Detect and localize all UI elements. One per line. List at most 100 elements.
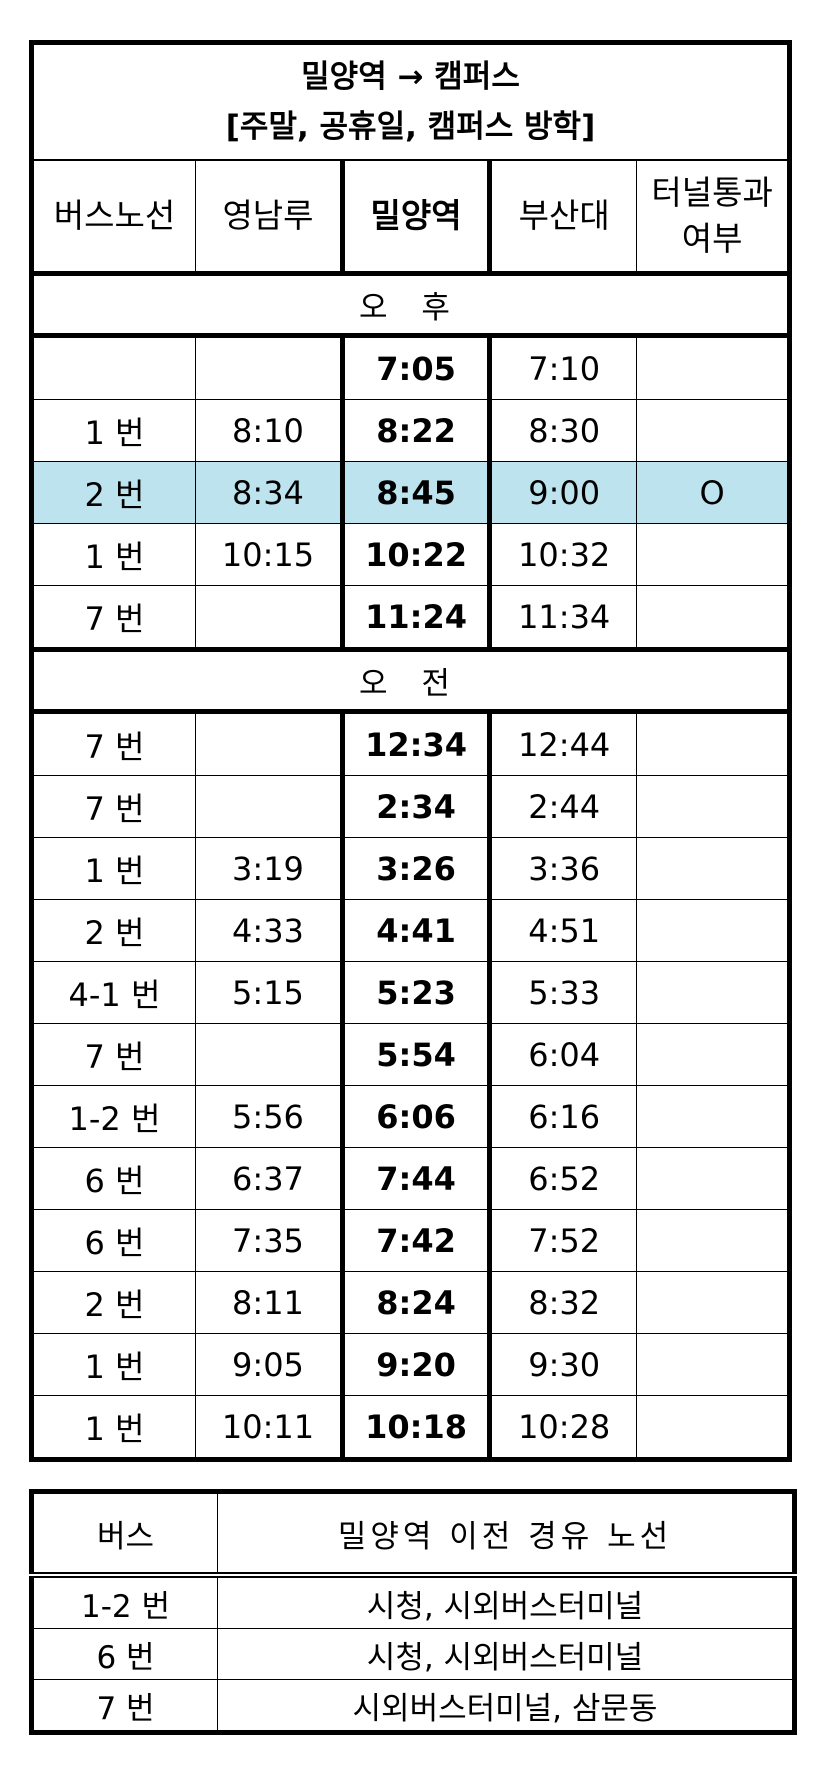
miryang-time-cell: 12:34	[340, 711, 493, 776]
tunnel-cell	[636, 1147, 790, 1210]
route-via-cell: 시외버스터미널, 삼문동	[217, 1679, 795, 1733]
schedule-row: 2 번 8:34 8:45 9:00 O	[31, 461, 790, 524]
miryang-time-cell: 3:26	[340, 837, 493, 900]
miryang-time-cell: 8:24	[340, 1271, 493, 1334]
tunnel-cell	[636, 961, 790, 1024]
bus-route-cell: 7 번	[31, 1023, 196, 1086]
miryang-time-cell: 8:22	[340, 399, 493, 462]
miryang-time-cell: 7:44	[340, 1147, 493, 1210]
yeongnamnu-time-cell: 5:15	[194, 961, 344, 1024]
yeongnamnu-time-cell: 3:19	[194, 837, 344, 900]
schedule-body: 밀양역 → 캠퍼스 [주말, 공휴일, 캠퍼스 방학] 버스노선 영남루 밀양역…	[31, 42, 790, 1460]
schedule-row: 7:05 7:10	[31, 335, 790, 400]
bus-route-cell: 4-1 번	[31, 961, 196, 1024]
yeongnamnu-time-cell	[194, 335, 344, 400]
tunnel-cell	[636, 899, 790, 962]
yeongnamnu-time-cell	[194, 711, 344, 776]
miryang-time-cell: 9:20	[340, 1333, 493, 1396]
bus-route-cell: 1 번	[31, 1333, 196, 1396]
schedule-row: 1 번 3:19 3:26 3:36	[31, 837, 790, 900]
schedule-row: 1 번 9:05 9:20 9:30	[31, 1333, 790, 1396]
schedule-row: 4-1 번 5:15 5:23 5:33	[31, 961, 790, 1024]
section-label: 오 전	[31, 647, 790, 714]
pnu-time-cell: 6:52	[489, 1147, 638, 1210]
yeongnamnu-time-cell: 8:34	[194, 461, 344, 524]
header-pnu: 부산대	[487, 159, 638, 276]
yeongnamnu-time-cell: 10:11	[194, 1395, 344, 1460]
pnu-time-cell: 5:33	[489, 961, 638, 1024]
tunnel-cell	[636, 775, 790, 838]
miryang-time-cell: 2:34	[340, 775, 493, 838]
pnu-time-cell: 3:36	[489, 837, 638, 900]
miryang-time-cell: 11:24	[340, 585, 493, 650]
miryang-time-cell: 10:22	[340, 523, 493, 586]
bus-route-cell	[31, 335, 196, 400]
schedule-row: 1-2 번 5:56 6:06 6:16	[31, 1085, 790, 1148]
yeongnamnu-time-cell: 4:33	[194, 899, 344, 962]
schedule-title-cell: 밀양역 → 캠퍼스 [주말, 공휴일, 캠퍼스 방학]	[31, 42, 790, 161]
yeongnamnu-time-cell	[194, 1023, 344, 1086]
schedule-row: 7 번 12:34 12:44	[31, 711, 790, 776]
bus-schedule-table: 밀양역 → 캠퍼스 [주말, 공휴일, 캠퍼스 방학] 버스노선 영남루 밀양역…	[29, 40, 792, 1462]
route-row: 6 번 시청, 시외버스터미널	[31, 1628, 795, 1680]
schedule-row: 2 번 4:33 4:41 4:51	[31, 899, 790, 962]
yeongnamnu-time-cell: 5:56	[194, 1085, 344, 1148]
bus-route-cell: 1 번	[31, 399, 196, 462]
pnu-time-cell: 8:30	[489, 399, 638, 462]
bus-route-cell: 6 번	[31, 1147, 196, 1210]
yeongnamnu-time-cell: 9:05	[194, 1333, 344, 1396]
route-bus-cell: 6 번	[31, 1628, 218, 1680]
section-row: 오 전	[31, 647, 790, 714]
route-via-cell: 시청, 시외버스터미널	[217, 1574, 795, 1629]
bus-route-cell: 1 번	[31, 837, 196, 900]
bus-route-cell: 7 번	[31, 711, 196, 776]
column-header-row: 버스노선 영남루 밀양역 부산대 터널통과 여부	[31, 159, 790, 276]
miryang-time-cell: 7:42	[340, 1209, 493, 1272]
tunnel-cell	[636, 1085, 790, 1148]
route-bus-cell: 1-2 번	[31, 1574, 218, 1629]
tunnel-cell	[636, 711, 790, 776]
tunnel-cell	[636, 335, 790, 400]
pnu-time-cell: 2:44	[489, 775, 638, 838]
routes-body: 버스 밀양역 이전 경유 노선 1-2 번 시청, 시외버스터미널 6 번 시청, 시…	[31, 1491, 795, 1733]
miryang-time-cell: 5:54	[340, 1023, 493, 1086]
header-tunnel-line1: 터널통과	[651, 173, 773, 212]
pnu-time-cell: 10:32	[489, 523, 638, 586]
schedule-row: 1 번 10:15 10:22 10:32	[31, 523, 790, 586]
tunnel-cell	[636, 1395, 790, 1460]
tunnel-cell	[636, 1333, 790, 1396]
tunnel-cell	[636, 399, 790, 462]
pnu-time-cell: 10:28	[489, 1395, 638, 1460]
miryang-time-cell: 4:41	[340, 899, 493, 962]
bus-route-cell: 2 번	[31, 461, 196, 524]
miryang-time-cell: 7:05	[340, 335, 493, 400]
pnu-time-cell: 9:30	[489, 1333, 638, 1396]
route-bus-cell: 7 번	[31, 1679, 218, 1733]
yeongnamnu-time-cell: 8:10	[194, 399, 344, 462]
schedule-row: 1 번 8:10 8:22 8:30	[31, 399, 790, 462]
schedule-subtitle: [주말, 공휴일, 캠퍼스 방학]	[225, 109, 596, 145]
bus-route-cell: 6 번	[31, 1209, 196, 1272]
yeongnamnu-time-cell: 8:11	[194, 1271, 344, 1334]
bus-route-cell: 1 번	[31, 523, 196, 586]
tunnel-cell	[636, 1209, 790, 1272]
route-header-via: 밀양역 이전 경유 노선	[217, 1491, 795, 1578]
tunnel-cell	[636, 837, 790, 900]
schedule-title: 밀양역 → 캠퍼스	[301, 59, 520, 95]
schedule-row: 6 번 6:37 7:44 6:52	[31, 1147, 790, 1210]
miryang-time-cell: 8:45	[340, 461, 493, 524]
route-info-table: 버스 밀양역 이전 경유 노선 1-2 번 시청, 시외버스터미널 6 번 시청, 시…	[29, 1489, 797, 1735]
yeongnamnu-time-cell	[194, 585, 344, 650]
yeongnamnu-time-cell	[194, 775, 344, 838]
tunnel-cell	[636, 523, 790, 586]
miryang-time-cell: 10:18	[340, 1395, 493, 1460]
header-tunnel: 터널통과 여부	[636, 159, 790, 276]
pnu-time-cell: 6:04	[489, 1023, 638, 1086]
bus-route-cell: 1-2 번	[31, 1085, 196, 1148]
route-header-bus: 버스	[31, 1491, 218, 1578]
pnu-time-cell: 4:51	[489, 899, 638, 962]
yeongnamnu-time-cell: 6:37	[194, 1147, 344, 1210]
header-tunnel-line2: 여부	[681, 219, 743, 258]
schedule-row: 2 번 8:11 8:24 8:32	[31, 1271, 790, 1334]
schedule-row: 6 번 7:35 7:42 7:52	[31, 1209, 790, 1272]
